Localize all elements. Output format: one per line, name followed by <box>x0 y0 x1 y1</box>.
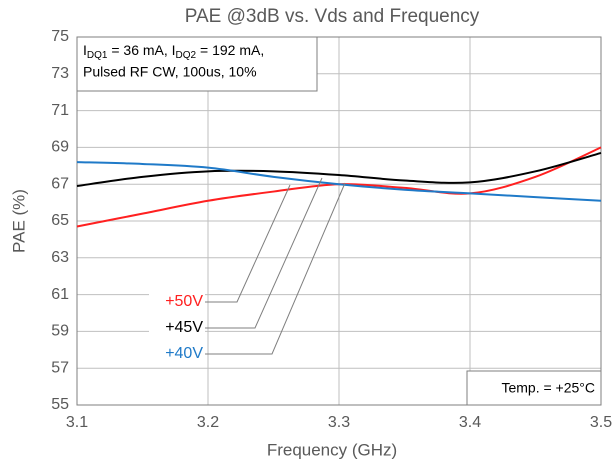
y-tick-label: 55 <box>51 396 69 413</box>
y-tick-label: 63 <box>51 249 69 266</box>
series-line <box>76 161 602 202</box>
temp-box <box>466 370 602 406</box>
y-tick-label: 59 <box>51 323 69 340</box>
legend-leader <box>205 182 346 355</box>
legend-leader <box>205 177 323 329</box>
note-line: Pulsed RF CW, 100us, 10% <box>83 64 257 80</box>
legend-label: +40V <box>165 345 203 362</box>
y-tick-label: 75 <box>51 28 69 45</box>
x-tick-label: 3.1 <box>66 414 88 431</box>
y-tick-label: 69 <box>51 139 69 156</box>
y-axis-label: PAE (%) <box>9 189 28 253</box>
legend-bg <box>149 293 205 311</box>
y-tick-label: 67 <box>51 175 69 192</box>
legend-label: +50V <box>165 293 203 310</box>
y-tick-label: 65 <box>51 212 69 229</box>
legend-leader <box>205 184 291 303</box>
x-tick-label: 3.4 <box>459 414 481 431</box>
x-axis-label: Frequency (GHz) <box>267 440 397 459</box>
x-tick-label: 3.2 <box>197 414 219 431</box>
x-tick-label: 3.3 <box>328 414 350 431</box>
y-tick-label: 73 <box>51 65 69 82</box>
plot-border <box>76 36 602 406</box>
legend-label: +45V <box>165 319 203 336</box>
series-line <box>76 151 602 188</box>
chart-title: PAE @3dB vs. Vds and Frequency <box>185 6 480 27</box>
note-box <box>76 36 318 92</box>
note-part: = 192 mA, <box>196 42 264 58</box>
note-part: DQ2 <box>176 50 197 61</box>
y-tick-label: 61 <box>51 286 69 303</box>
note-part: I <box>83 42 87 58</box>
note-part: = 36 mA, I <box>107 42 175 58</box>
x-tick-label: 3.5 <box>590 414 612 431</box>
temp-label: Temp. = +25°C <box>501 380 595 396</box>
legend-bg <box>149 319 205 337</box>
y-tick-label: 57 <box>51 359 69 376</box>
note-part: DQ1 <box>87 50 108 61</box>
y-tick-label: 71 <box>51 102 69 119</box>
note-line: IDQ1 = 36 mA, IDQ2 = 192 mA, <box>83 42 264 61</box>
legend-bg <box>149 345 205 363</box>
